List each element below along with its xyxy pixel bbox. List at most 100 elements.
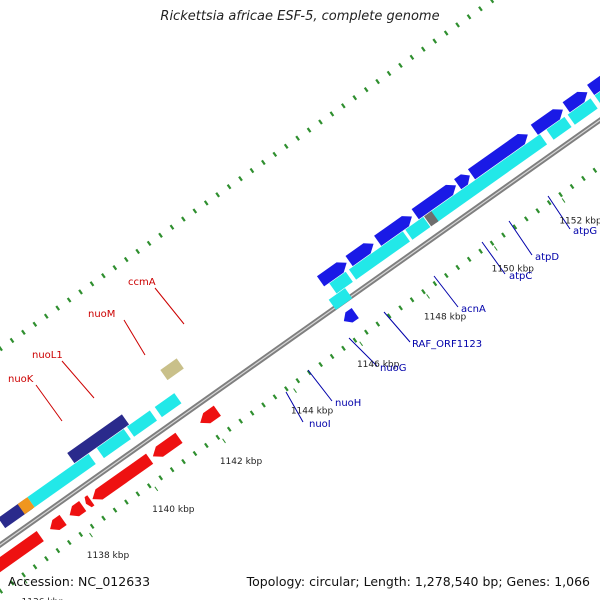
inner-tick bbox=[455, 264, 461, 271]
inner-tick bbox=[318, 361, 323, 368]
gene-red bbox=[84, 495, 95, 508]
inner-tick bbox=[558, 191, 563, 198]
gene-label-nuoK: nuoK bbox=[8, 374, 34, 385]
inner-tick bbox=[364, 329, 369, 335]
outer-tick bbox=[352, 95, 358, 101]
topology-text: Topology: circular; Length: 1,278,540 bp… bbox=[246, 574, 590, 589]
inner-tick bbox=[421, 289, 426, 295]
inner-tick bbox=[226, 426, 232, 432]
outer-tick bbox=[215, 192, 221, 198]
gene-red bbox=[50, 514, 67, 531]
leader-RAF_ORF1123 bbox=[383, 311, 411, 343]
backbone-highlight bbox=[0, 119, 600, 546]
inner-tick bbox=[78, 531, 84, 538]
gene-label-acnA: acnA bbox=[461, 304, 486, 315]
inner-tick bbox=[581, 175, 586, 182]
leader-ccmA bbox=[154, 287, 185, 325]
inner-tick bbox=[352, 337, 358, 343]
inner-tick bbox=[55, 547, 61, 554]
genome-title: Rickettsia africae ESF-5, complete genom… bbox=[160, 9, 440, 24]
inner-tick bbox=[306, 369, 312, 376]
outer-tick bbox=[123, 256, 129, 263]
outer-tick bbox=[181, 216, 186, 222]
kbp-label: 1148 kbp bbox=[424, 312, 467, 322]
kbp-tick bbox=[154, 486, 159, 492]
outer-tick bbox=[112, 264, 118, 271]
inner-tick bbox=[204, 442, 209, 449]
inner-tick bbox=[329, 353, 335, 360]
outer-tick bbox=[478, 6, 483, 12]
gene-label-RAF_ORF1123: RAF_ORF1123 bbox=[412, 339, 482, 350]
kbp-tick bbox=[359, 341, 363, 347]
outer-tick bbox=[272, 151, 278, 158]
kbp-label: 1152 kbp bbox=[559, 217, 600, 227]
inner-tick bbox=[341, 345, 346, 351]
inner-tick bbox=[0, 588, 4, 594]
gene-tan bbox=[160, 358, 184, 381]
gene-blue bbox=[374, 216, 412, 246]
inner-tick bbox=[478, 248, 483, 254]
gene-cyan bbox=[348, 231, 410, 280]
outer-tick bbox=[306, 127, 312, 133]
inner-tick bbox=[238, 418, 244, 424]
inner-tick bbox=[21, 572, 26, 578]
inner-tick bbox=[489, 240, 495, 246]
inner-tick bbox=[295, 378, 301, 384]
outer-tick bbox=[66, 297, 72, 303]
outer-tick bbox=[295, 135, 300, 141]
outer-tick bbox=[409, 54, 415, 60]
gene-cyan bbox=[328, 288, 353, 310]
label-leader-lines bbox=[35, 195, 571, 423]
gene-red bbox=[200, 405, 221, 424]
outer-tick bbox=[318, 119, 323, 125]
gene-cyan bbox=[96, 428, 131, 459]
inner-tick bbox=[112, 507, 118, 513]
inner-tick bbox=[124, 499, 129, 505]
outer-tick bbox=[340, 103, 346, 109]
outer-tick bbox=[89, 281, 95, 287]
kbp-tick bbox=[222, 438, 226, 444]
leader-nuoG bbox=[348, 337, 378, 367]
outer-tick bbox=[466, 14, 472, 20]
kbp-tick bbox=[89, 532, 93, 538]
gene-navy bbox=[67, 414, 130, 464]
kbp-tick bbox=[23, 578, 28, 584]
gene-blue bbox=[343, 307, 359, 323]
gene-blue bbox=[467, 134, 528, 180]
leader-nuoH bbox=[307, 369, 333, 402]
outer-tick bbox=[386, 70, 392, 77]
outer-tick-ring bbox=[0, 0, 495, 352]
gene-orange bbox=[17, 497, 35, 515]
inner-tick bbox=[546, 200, 552, 206]
leader-atpG bbox=[547, 195, 571, 230]
outer-tick bbox=[363, 86, 369, 93]
gene-blue bbox=[562, 91, 588, 113]
inner-tick bbox=[523, 216, 529, 222]
inner-tick bbox=[398, 305, 403, 311]
leader-atpC bbox=[481, 241, 506, 275]
gene-blue bbox=[345, 243, 374, 267]
outer-tick bbox=[261, 159, 266, 166]
gene-label-ccmA: ccmA bbox=[128, 277, 156, 288]
kbp-tick bbox=[561, 198, 566, 203]
inner-tick bbox=[192, 450, 198, 457]
inner-tick bbox=[272, 394, 278, 400]
outer-tick bbox=[238, 175, 243, 182]
outer-tick bbox=[192, 208, 198, 214]
inner-tick bbox=[535, 208, 541, 214]
inner-tick bbox=[169, 467, 175, 473]
accession-text: Accession: NC_012633 bbox=[8, 574, 151, 589]
gene-label-nuoI: nuoI bbox=[309, 419, 331, 430]
inner-tick bbox=[101, 515, 106, 521]
gene-red bbox=[92, 453, 154, 500]
inner-tick bbox=[409, 297, 415, 303]
outer-tick bbox=[169, 224, 175, 230]
outer-tick bbox=[249, 167, 255, 174]
gene-cyan bbox=[154, 393, 182, 418]
gene-label-nuoH: nuoH bbox=[335, 398, 361, 409]
gene-blue bbox=[454, 174, 470, 190]
gene-gray bbox=[424, 211, 439, 227]
inner-tick bbox=[569, 183, 575, 190]
gene-label-nuoG: nuoG bbox=[380, 363, 407, 374]
leader-nuoL1 bbox=[61, 360, 95, 399]
